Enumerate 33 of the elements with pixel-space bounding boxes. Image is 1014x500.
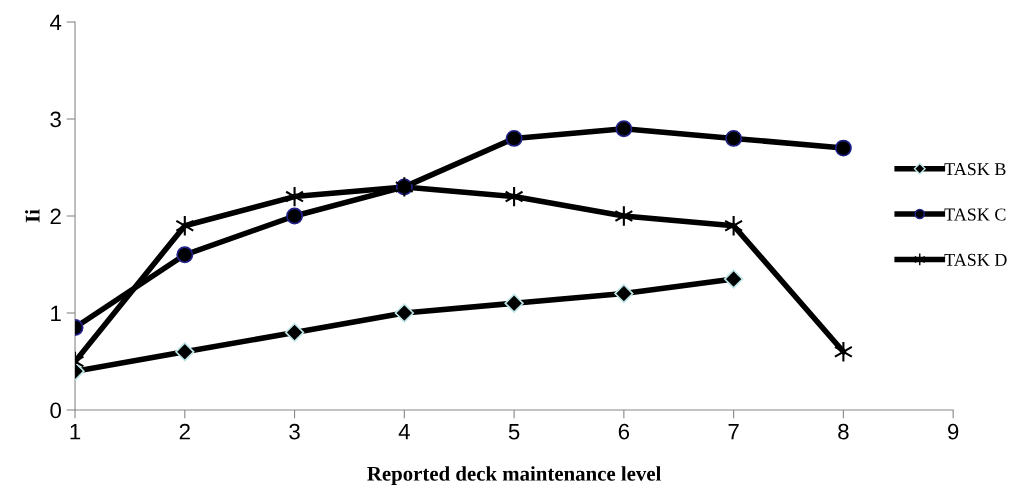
y-tick-label: 0 [50,402,61,419]
point [725,129,743,147]
x-tick-label: 8 [838,423,849,440]
y-tick-label: 3 [50,111,61,128]
x-tick-label: 7 [728,424,739,440]
point [833,341,853,363]
point [286,207,304,225]
x-tick-label: 2 [179,423,190,440]
point [505,129,523,147]
x-tick-label: 4 [398,424,410,440]
point [614,283,634,304]
point [614,205,634,227]
y-axis-title: Ii [25,209,40,223]
y-tick-label: 2 [50,208,61,225]
point [723,269,744,289]
point [615,120,633,138]
x-axis-title: Reported deck maintenance level [367,466,661,486]
legend-label: TASK D [944,253,1007,266]
x-tick-label: 6 [618,423,630,440]
legend-label: TASK B [944,163,1006,176]
x-tick-label: 9 [948,423,959,440]
point [394,303,415,323]
y-tick-label: 4 [49,14,62,31]
point [175,342,195,362]
x-tick-label: 1 [70,424,81,440]
y-tick-label: 1 [51,305,61,322]
point [284,322,305,343]
legend-label: TASK C [944,208,1006,221]
point [176,246,194,264]
point [834,139,852,157]
x-tick-label: 5 [508,424,520,440]
x-tick-label: 3 [289,423,300,440]
point [504,293,524,313]
